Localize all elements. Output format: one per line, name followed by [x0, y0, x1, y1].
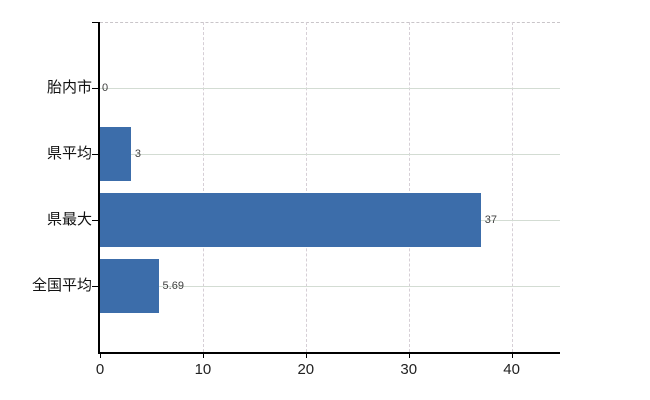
category-label-3: 全国平均	[31, 277, 92, 294]
y-axis-top-tick	[92, 22, 98, 23]
x-tick-label-2: 20	[297, 361, 315, 378]
x-tick-mark-1	[202, 352, 204, 358]
x-gridline-30	[408, 22, 410, 352]
y-gridline-3	[100, 286, 560, 287]
value-label-3: 5.69	[162, 280, 184, 292]
x-tick-label-3: 30	[400, 361, 418, 378]
x-tick-label-0: 0	[95, 361, 105, 378]
bar-2	[100, 193, 481, 247]
category-label-2: 県最大	[46, 211, 92, 228]
bar-3	[100, 259, 159, 313]
value-label-0: 0	[102, 82, 109, 94]
y-gridline-0	[100, 88, 560, 89]
value-label-2: 37	[484, 214, 497, 226]
x-tick-mark-0	[100, 352, 101, 358]
y-tick-mark-3	[92, 286, 98, 287]
bar-1	[100, 127, 131, 181]
plot-top-border	[100, 22, 560, 23]
y-tick-mark-2	[92, 220, 98, 221]
x-tick-label-1: 10	[194, 361, 212, 378]
x-axis-line	[98, 352, 560, 354]
x-gridline-40	[511, 22, 513, 352]
y-gridline-1	[100, 154, 560, 155]
x-tick-mark-3	[408, 352, 410, 358]
y-tick-mark-0	[92, 88, 98, 89]
value-label-1: 3	[134, 148, 141, 160]
x-gridline-10	[202, 22, 204, 352]
category-label-1: 県平均	[46, 145, 92, 162]
x-tick-mark-4	[511, 352, 513, 358]
x-tick-label-4: 40	[503, 361, 520, 378]
x-tick-mark-2	[305, 352, 307, 358]
y-axis-line	[98, 22, 100, 354]
category-label-0: 胎内市	[46, 79, 92, 96]
y-tick-mark-1	[92, 154, 98, 155]
x-gridline-20	[305, 22, 307, 352]
